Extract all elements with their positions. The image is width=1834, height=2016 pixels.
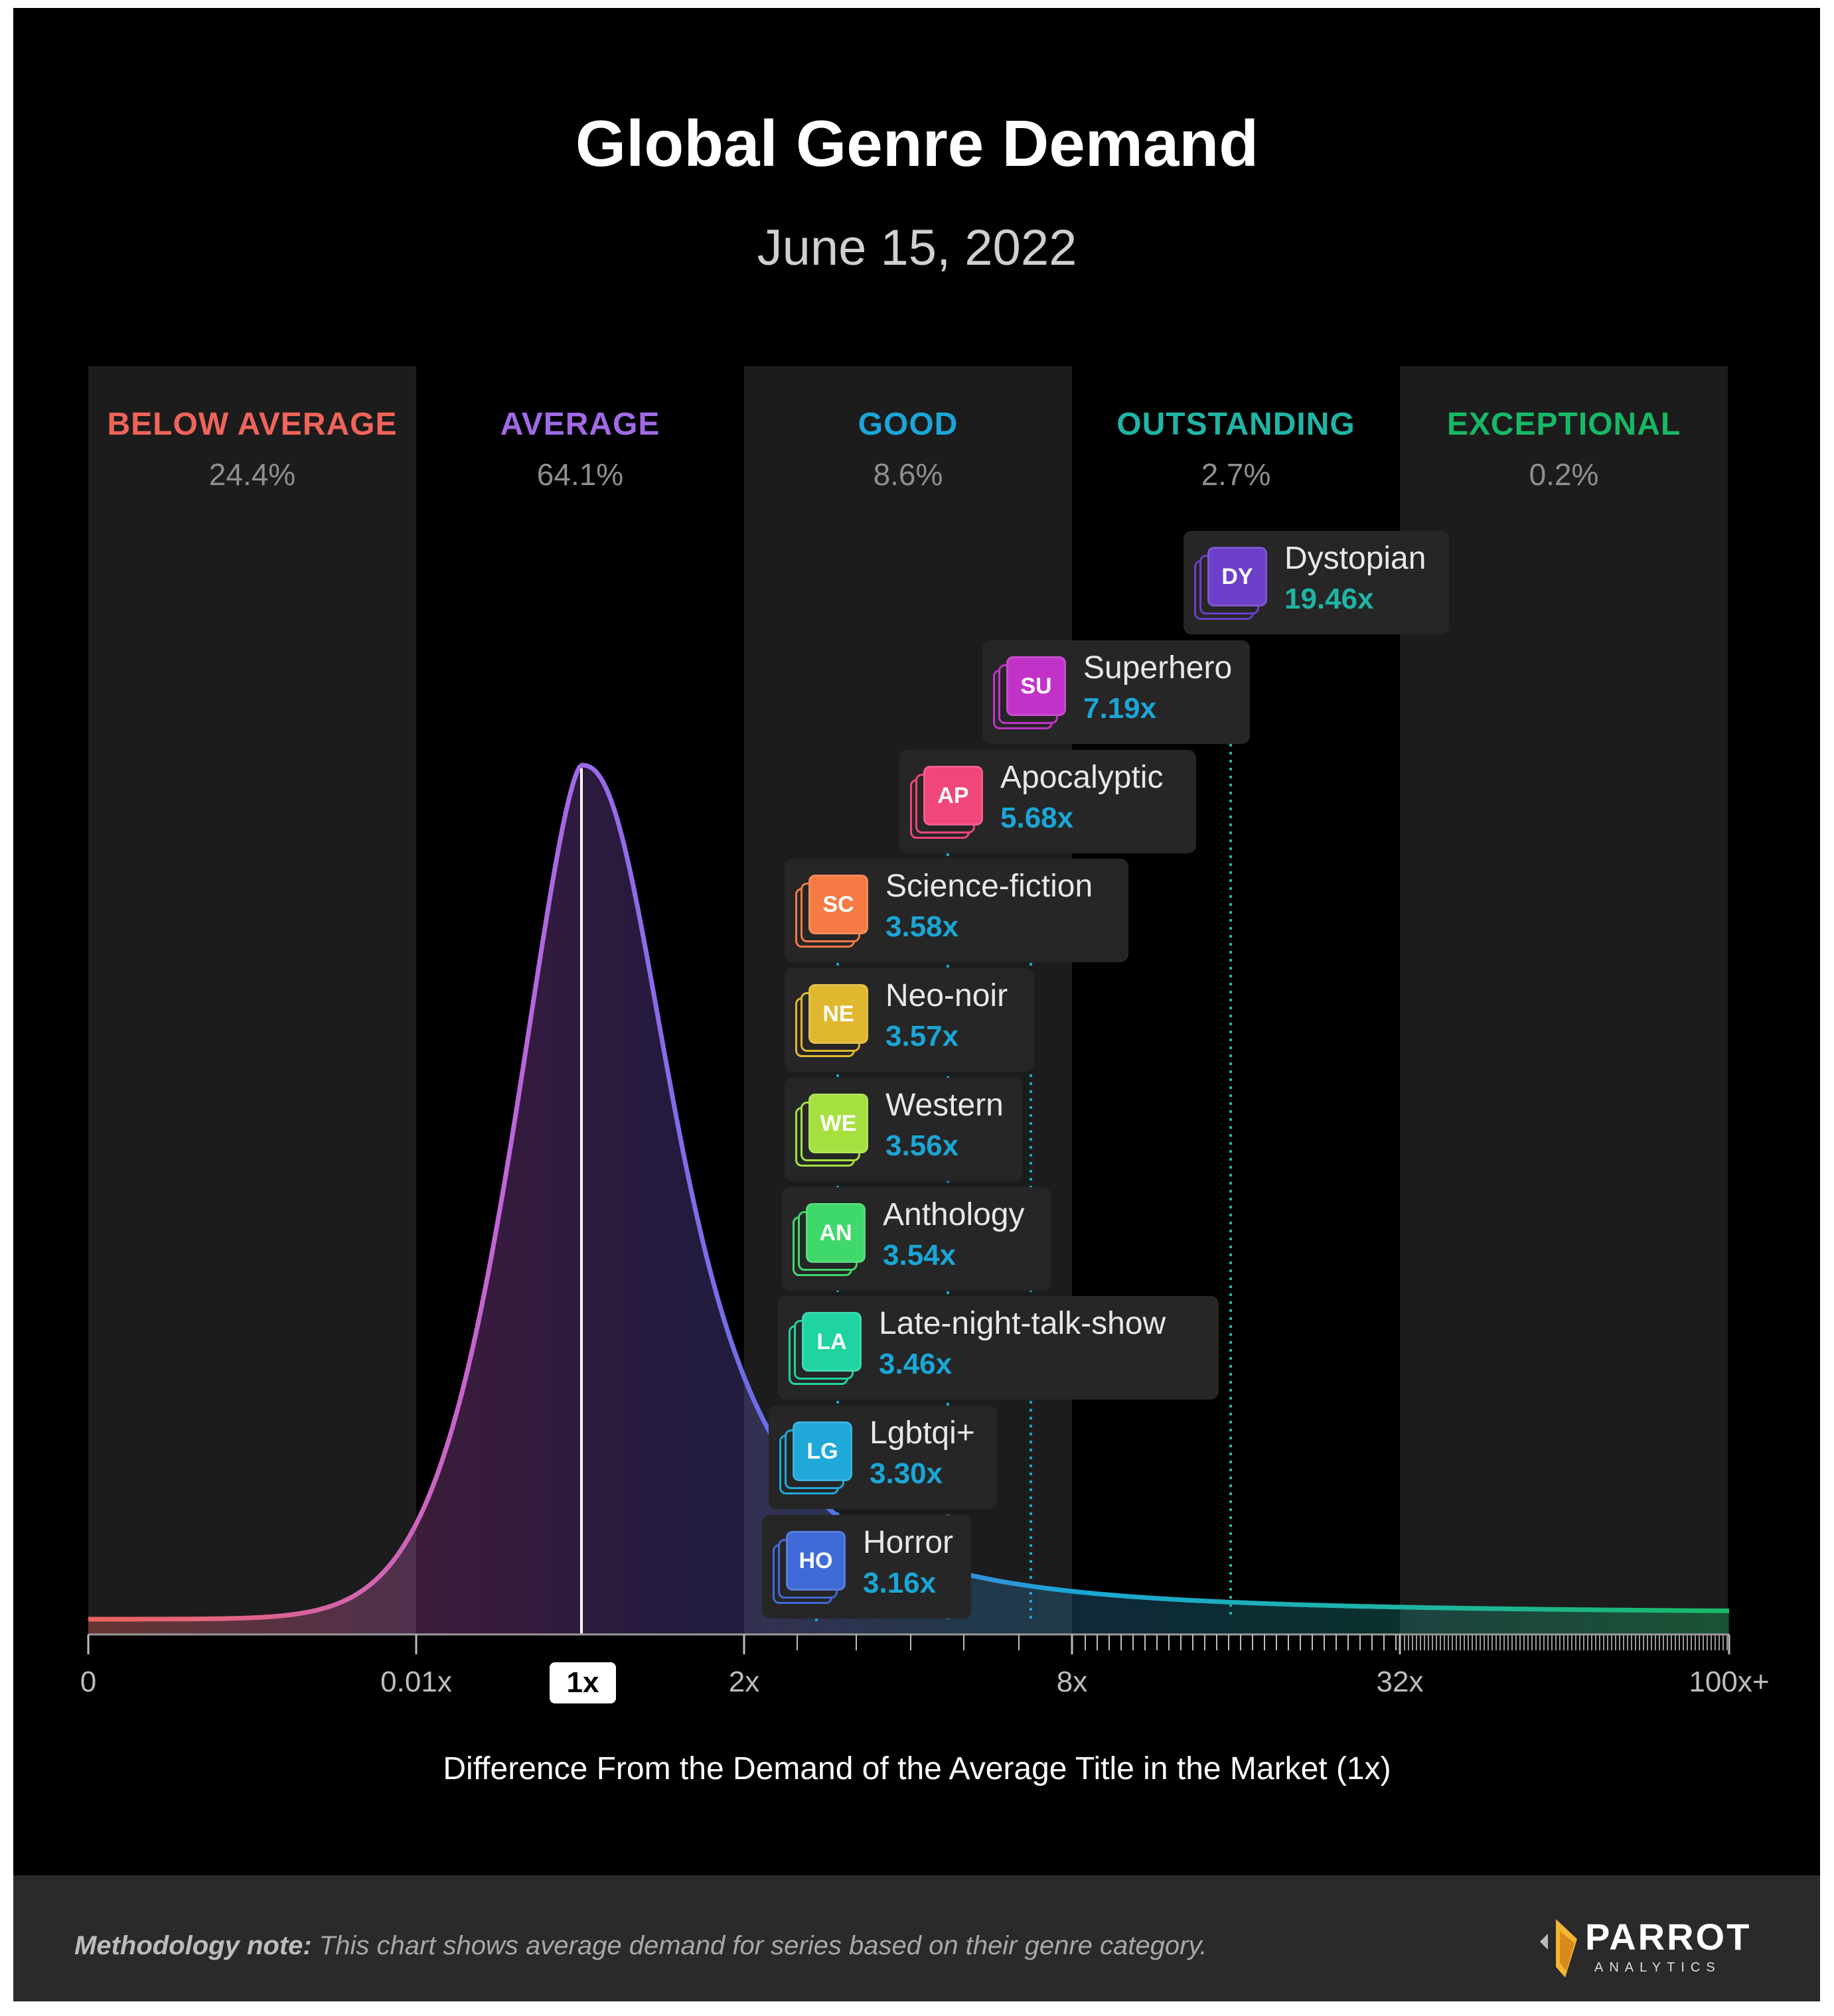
genre-card-lg: LG Lgbtqi+ 3.30x (769, 1405, 997, 1509)
band-share: 24.4% (208, 457, 296, 492)
genre-name: Superhero (1083, 650, 1233, 685)
genre-badge: LG (793, 1421, 852, 1481)
genre-card-sc: SC Science-fiction 3.58x (785, 859, 1128, 962)
genre-name: Apocalyptic (1000, 760, 1164, 795)
x-tick-label-average: 1x (550, 1662, 616, 1703)
genre-value: 3.46x (879, 1348, 953, 1380)
genre-card-we: WE Western 3.56x (785, 1078, 1022, 1181)
genre-value: 3.54x (883, 1239, 956, 1271)
x-axis-label: Difference From the Demand of the Averag… (443, 1751, 1391, 1786)
x-tick-label: 100x+ (1689, 1666, 1770, 1698)
genre-value: 5.68x (1000, 802, 1074, 834)
band-label: BELOW AVERAGE (107, 407, 398, 442)
parrot-logo-icon (1540, 1919, 1577, 1978)
genre-name: Dystopian (1284, 541, 1426, 576)
parrot-analytics-logo: PARROT ANALYTICS (1539, 1910, 1764, 1983)
genre-name: Neo-noir (885, 978, 1008, 1013)
genre-badge: DY (1207, 547, 1267, 607)
band-label: GOOD (858, 407, 958, 442)
band-share: 8.6% (873, 457, 943, 492)
band-bg-below-average (88, 366, 416, 1634)
x-tick-label: 32x (1376, 1666, 1424, 1698)
genre-name: Horror (863, 1525, 954, 1560)
chart-title: Global Genre Demand (575, 107, 1259, 180)
genre-badge: WE (808, 1094, 868, 1153)
genre-badge: SC (808, 875, 868, 934)
x-tick-label: 2x (728, 1666, 760, 1698)
x-tick-label: 0 (80, 1666, 97, 1698)
band-share: 0.2% (1529, 457, 1599, 492)
genre-badge: LA (802, 1312, 862, 1372)
genre-name: Late-night-talk-show (879, 1306, 1166, 1341)
genre-badge: HO (786, 1531, 846, 1591)
genre-card-an: AN Anthology 3.54x (782, 1187, 1051, 1291)
genre-card-la: LA Late-night-talk-show 3.46x (778, 1296, 1219, 1400)
band-share: 64.1% (536, 457, 624, 492)
band-label: EXCEPTIONAL (1446, 407, 1681, 442)
genre-badge: NE (808, 984, 868, 1044)
methodology-note: Methodology note: This chart shows avera… (74, 1931, 1207, 1961)
genre-value: 7.19x (1083, 692, 1157, 725)
genre-name: Anthology (883, 1197, 1025, 1232)
genre-badge: SU (1006, 656, 1066, 716)
band-label: OUTSTANDING (1116, 407, 1355, 442)
x-tick-label: 8x (1056, 1666, 1088, 1698)
genre-value: 3.58x (885, 910, 959, 943)
genre-card-su: SU Superhero 7.19x (982, 640, 1250, 744)
genre-card-ne: NE Neo-noir 3.57x (785, 968, 1034, 1072)
methodology-note-text: This chart shows average demand for seri… (311, 1931, 1207, 1960)
genre-card-ho: HO Horror 3.16x (762, 1515, 971, 1619)
genre-card-dy: DY Dystopian 19.46x (1184, 531, 1449, 634)
genre-card-ap: AP Apocalyptic 5.68x (899, 750, 1196, 853)
band-label: AVERAGE (500, 407, 660, 442)
genre-badge: AN (806, 1203, 866, 1263)
chart-subtitle: June 15, 2022 (757, 220, 1077, 276)
genre-name: Science-fiction (885, 869, 1093, 904)
genre-name: Western (885, 1088, 1004, 1123)
band-share: 2.7% (1201, 457, 1271, 492)
x-tick-label: 0.01x (380, 1666, 452, 1698)
genre-value: 3.16x (863, 1567, 937, 1599)
genre-badge: AP (923, 766, 983, 826)
genre-name: Lgbtqi+ (870, 1415, 975, 1451)
band-bg-exceptional (1400, 366, 1728, 1634)
genre-value: 19.46x (1284, 583, 1374, 615)
genre-value: 3.57x (885, 1020, 959, 1052)
genre-value: 3.30x (870, 1457, 943, 1490)
genre-value: 3.56x (885, 1129, 959, 1162)
methodology-note-label: Methodology note: (74, 1931, 312, 1960)
distribution-area (88, 765, 1729, 1634)
logo-wordmark: PARROT (1585, 1916, 1752, 1958)
logo-subtitle: ANALYTICS (1594, 1960, 1721, 1975)
footer-bar (13, 1875, 1820, 2001)
